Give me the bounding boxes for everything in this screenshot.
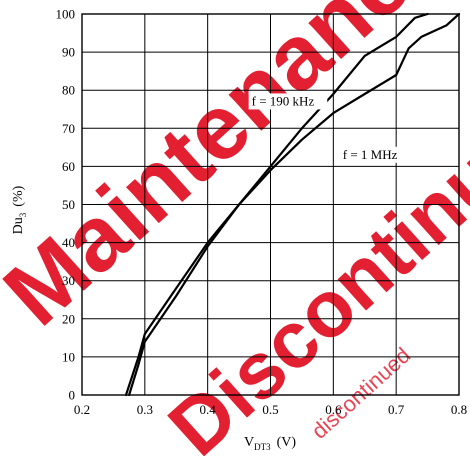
y-tick-label: 30 — [62, 273, 75, 288]
y-tick-label: 100 — [56, 7, 76, 22]
y-tick-label: 80 — [62, 83, 75, 98]
plot-frame — [81, 13, 460, 396]
y-tick-label: 40 — [62, 235, 75, 250]
series-line-190khz — [124, 12, 429, 397]
y-axis-label: Du3(%) — [11, 185, 28, 234]
y-tick-label: 20 — [62, 311, 75, 326]
y-tick-label: 50 — [62, 197, 75, 212]
curves — [124, 12, 461, 397]
annotation-background — [248, 93, 328, 110]
x-tick-label: 0.2 — [74, 402, 90, 417]
grid — [81, 13, 460, 396]
x-tick-label: 0.6 — [325, 402, 342, 417]
x-axis-label: VDT3 (V) — [244, 435, 296, 452]
x-tick-label: 0.3 — [137, 402, 153, 417]
tick-labels: 0.2 0.3 0.4 0.5 0.6 0.7 0.8 0 10 20 30 40 50 60 70 80 90… — [56, 7, 468, 418]
x-tick-label: 0.7 — [388, 402, 405, 417]
y-tick-label: 70 — [62, 121, 75, 136]
annotation-background — [339, 146, 406, 163]
x-tick-label: 0.4 — [200, 402, 217, 417]
series-annotation-2: f = 1 MHz — [343, 147, 398, 162]
y-tick-label: 10 — [62, 349, 75, 364]
x-tick-label: 0.5 — [262, 402, 278, 417]
y-tick-label: 0 — [69, 388, 76, 403]
x-tick-label: 0.8 — [451, 402, 467, 417]
y-tick-label: 60 — [62, 159, 75, 174]
y-tick-label: 90 — [62, 45, 75, 60]
annotations: f = 190 kHz f = 1 MHz — [248, 93, 406, 163]
series-annotation-1: f = 190 kHz — [252, 93, 315, 108]
series-line-1mhz — [128, 12, 461, 397]
